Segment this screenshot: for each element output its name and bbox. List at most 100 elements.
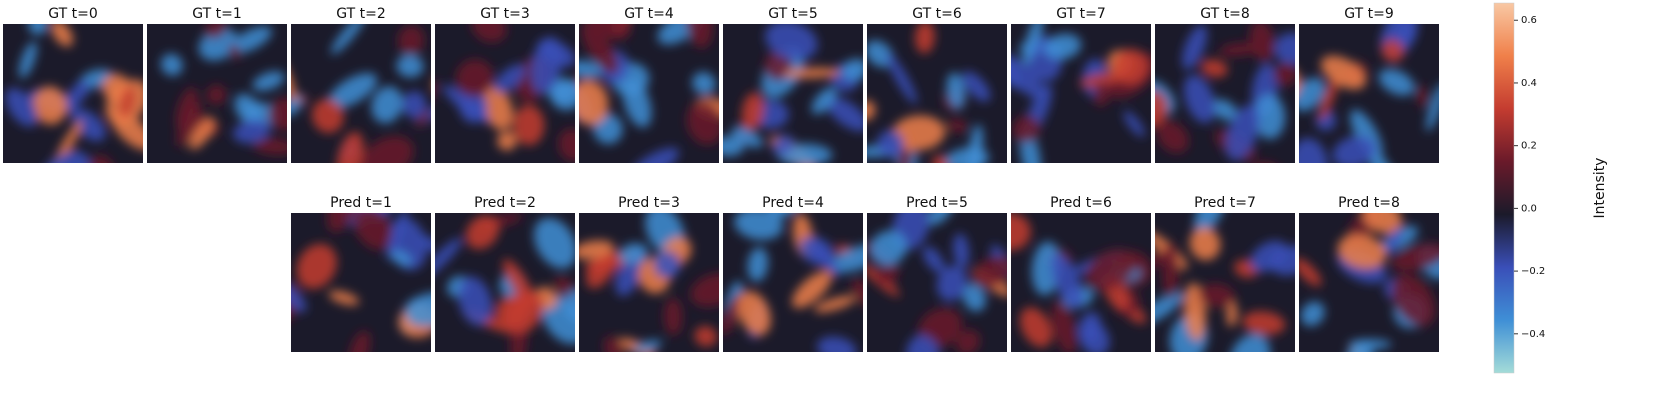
vortex [747,247,769,282]
panel-title: GT t=9 [1344,6,1393,22]
vortex [1012,115,1041,143]
vortex [328,290,360,306]
vortex [914,24,935,54]
field-image [291,213,431,352]
vortex [1320,55,1367,90]
vortex [1299,257,1322,287]
vortex [1218,42,1259,57]
vortex [603,335,624,352]
vortex [160,53,183,76]
vortex [581,24,619,74]
vortex [1183,74,1216,124]
field-image [1299,24,1439,163]
vortex [906,334,940,352]
vortex [737,290,771,336]
vortex [741,92,765,131]
field-image [147,24,287,163]
vortex [33,86,68,125]
vortex [1079,71,1127,88]
field-image [1155,213,1295,352]
vortex [455,59,494,98]
panel-title: GT t=6 [912,6,962,22]
colorbar-tick-label: 0.4 [1521,78,1537,89]
panel-title: Pred t=2 [474,195,536,211]
vortex [204,24,228,39]
vortex [657,24,700,45]
vortex [851,278,863,310]
vortex [811,87,837,115]
field-image [867,24,1007,163]
vortex [1337,234,1387,269]
vortex [971,255,1007,289]
vortex [1391,273,1436,327]
vortex [723,136,745,157]
panel-title: GT t=8 [1200,6,1249,22]
vortex [1416,85,1428,108]
field-blobs [291,213,431,352]
vortex [1051,300,1077,352]
vortex [67,80,90,105]
field-blobs [1299,213,1439,352]
vortex [1093,82,1110,107]
panel-title: Pred t=6 [1050,195,1112,211]
colorbar-tick-label: 0.2 [1521,141,1537,152]
vortex [765,24,818,61]
vortex [1050,253,1084,309]
vortex [734,213,784,240]
field-blobs [1011,24,1151,163]
vortex [587,24,631,40]
vortex [1022,24,1044,66]
vortex [936,265,968,302]
field-blobs [1299,24,1439,163]
colorbar-tick-label: −0.2 [1521,266,1545,277]
panel-title: Pred t=7 [1194,195,1256,211]
vortex [1193,213,1225,235]
vortex [1249,24,1275,62]
vortex [296,243,337,289]
vortex [1345,341,1373,352]
vortex [465,215,500,250]
vortex [1011,54,1044,98]
vortex [875,268,897,285]
vortex [867,40,894,68]
panel-title: GT t=4 [624,6,674,22]
vortex [252,71,285,92]
vortex [814,295,857,313]
vortex [5,87,38,127]
vortex [1198,283,1236,308]
vortex [87,155,114,163]
vortex [1182,24,1208,70]
field-blobs [579,24,719,163]
vortex [798,236,835,266]
vortex [946,72,966,109]
vortex [1273,62,1295,87]
vortex [694,326,718,347]
field-image [1011,213,1151,352]
vortex [459,90,488,124]
vortex [1381,39,1404,63]
vortex [361,136,414,163]
field-image [435,24,575,163]
vortex [371,86,403,124]
vortex [505,290,544,334]
vortex [19,41,37,79]
field-blobs [5,24,143,163]
vortex [51,24,74,47]
vortex [28,24,49,35]
vortex [1044,33,1082,60]
field-blobs [867,24,991,163]
vortex [1113,48,1148,85]
field-image [579,213,719,352]
vortex [457,276,493,326]
panel-title: Pred t=1 [330,195,392,211]
field-blobs [160,24,287,155]
vortex [119,86,136,119]
vortex [1011,61,1021,89]
vortex [632,340,662,352]
vortex [792,270,832,309]
vortex [586,251,616,289]
field-image [867,213,1007,352]
field-blobs [291,24,431,163]
field-image [3,24,143,163]
vortex [630,147,680,163]
